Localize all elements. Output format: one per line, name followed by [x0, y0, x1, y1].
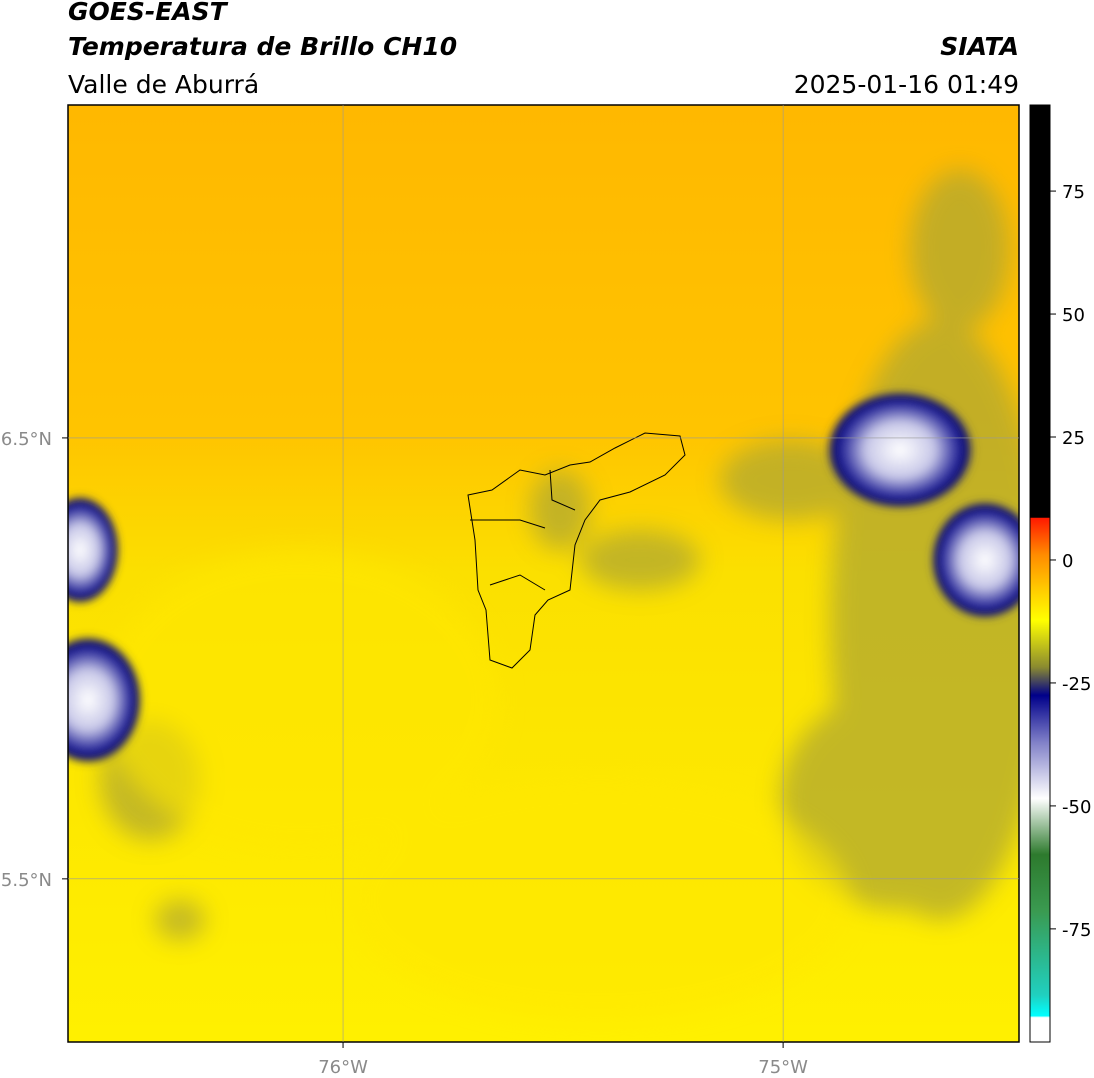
brightness-field	[68, 105, 1019, 1042]
lat-tick-label: 5.5°N	[1, 870, 52, 891]
title: GOES-EAST	[68, 0, 229, 26]
region: Valle de Aburrá	[68, 70, 259, 99]
municipal-boundaries	[467, 432, 686, 669]
map-frame	[67, 104, 1020, 1043]
lat-tick-label: 6.5°N	[1, 429, 52, 450]
colorbar-tick-label: -75	[1062, 920, 1091, 941]
colorbar-tick-label: 0	[1062, 551, 1073, 572]
colorbar-tick-label: -50	[1062, 797, 1091, 818]
colorbar-tick-label: 75	[1062, 182, 1085, 203]
colorbar-tick-label: 25	[1062, 428, 1085, 449]
lon-tick-label: 75°W	[758, 1057, 808, 1078]
datetime: 2025-01-16 01:49	[794, 70, 1019, 99]
source: SIATA	[940, 32, 1019, 61]
colorbar	[1029, 104, 1051, 1043]
lon-tick-label: 76°W	[318, 1057, 368, 1078]
subtitle: Temperatura de Brillo CH10	[68, 32, 457, 61]
colorbar-tick-label: 50	[1062, 305, 1085, 326]
colorbar-tick-label: -25	[1062, 674, 1091, 695]
